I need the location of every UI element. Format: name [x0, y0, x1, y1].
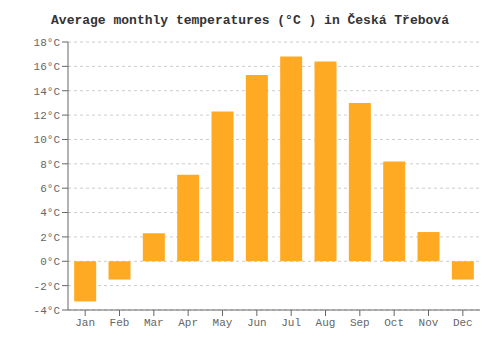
svg-text:6°C: 6°C [40, 183, 60, 195]
svg-text:Mar: Mar [144, 317, 164, 329]
svg-text:Jan: Jan [75, 317, 95, 329]
svg-text:Apr: Apr [178, 317, 198, 329]
svg-text:12°C: 12°C [34, 110, 61, 122]
svg-text:0°C: 0°C [40, 256, 60, 268]
svg-text:4°C: 4°C [40, 207, 60, 219]
svg-text:-2°C: -2°C [34, 281, 61, 293]
svg-text:Sep: Sep [350, 317, 370, 329]
svg-text:Nov: Nov [419, 317, 439, 329]
svg-text:16°C: 16°C [34, 61, 61, 73]
svg-text:10°C: 10°C [34, 134, 61, 146]
svg-text:May: May [213, 317, 233, 329]
svg-text:Jul: Jul [281, 317, 301, 329]
svg-text:Aug: Aug [316, 317, 336, 329]
svg-text:8°C: 8°C [40, 159, 60, 171]
svg-text:Oct: Oct [384, 317, 404, 329]
svg-text:Dec: Dec [453, 317, 473, 329]
svg-text:2°C: 2°C [40, 232, 60, 244]
html-text:Average monthly temperatures (: Average monthly temperatures (°C ) in Če… [51, 13, 449, 28]
svg-text:18°C: 18°C [34, 37, 61, 49]
svg-text:Feb: Feb [110, 317, 130, 329]
svg-text:-4°C: -4°C [34, 305, 61, 317]
svg-text:Jun: Jun [247, 317, 267, 329]
svg-text:14°C: 14°C [34, 86, 61, 98]
